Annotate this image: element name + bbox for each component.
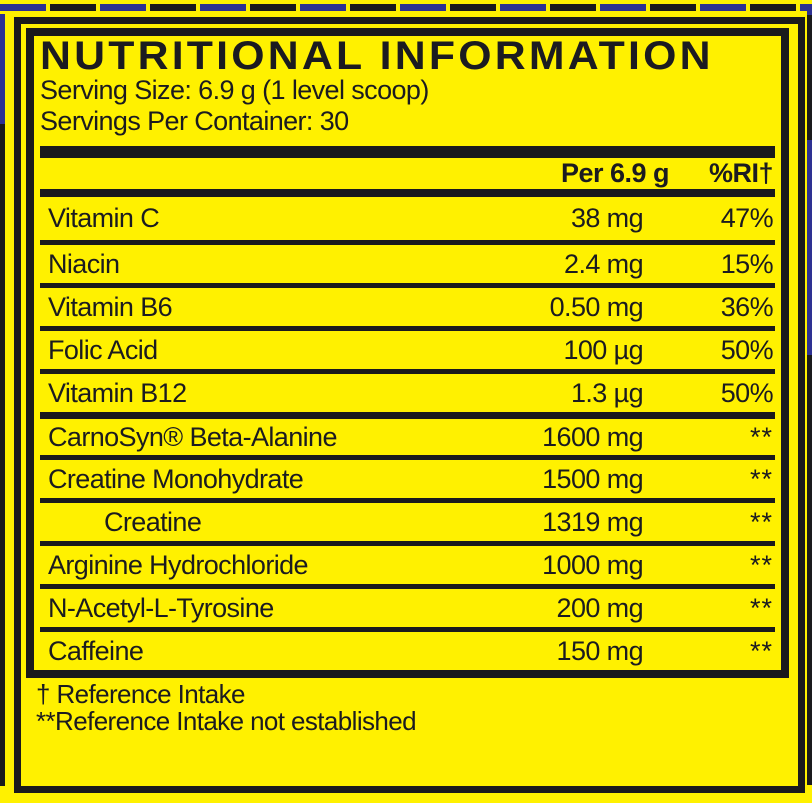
nutrient-ri-value: ** bbox=[749, 549, 773, 580]
nutrient-amount: 38 mg bbox=[570, 203, 644, 233]
nutrient-name: Folic Acid bbox=[48, 334, 158, 365]
footnotes: † Reference Intake **Reference Intake no… bbox=[26, 678, 789, 735]
nutrient-ri-value: 50% bbox=[720, 377, 774, 408]
footnote-reference-intake: † Reference Intake bbox=[36, 679, 246, 709]
nutrient-ri-value: ** bbox=[749, 592, 773, 623]
table-row: Folic Acid 100 µg 50% bbox=[40, 326, 775, 369]
serving-size: Serving Size: 6.9 g (1 level scoop) bbox=[40, 75, 429, 105]
header-amount-column: Per 6.9 g bbox=[560, 158, 670, 188]
nutrient-amount: 200 mg bbox=[556, 592, 644, 623]
dashed-edge-left bbox=[0, 14, 5, 786]
panel-title: NUTRITIONAL INFORMATION bbox=[40, 34, 714, 78]
nutrient-name: Caffeine bbox=[48, 635, 144, 666]
table-row: Arginine Hydrochloride 1000 mg ** bbox=[40, 541, 775, 584]
table-row: Vitamin B6 0.50 mg 36% bbox=[40, 283, 775, 326]
footnote-not-established: **Reference Intake not established bbox=[36, 706, 417, 736]
nutrient-ri-value: 15% bbox=[720, 248, 774, 279]
dashed-edge-top bbox=[0, 4, 812, 11]
outer-border bbox=[14, 17, 805, 793]
nutrient-name: Vitamin B6 bbox=[48, 291, 173, 322]
nutrient-amount: 1500 mg bbox=[542, 463, 643, 494]
nutrient-ri-value: ** bbox=[749, 506, 773, 537]
header-ri-column: %RI† bbox=[708, 158, 774, 188]
nutrient-ri-value: 47% bbox=[720, 203, 774, 233]
table-row: Creatine Monohydrate 1500 mg ** bbox=[40, 455, 775, 498]
nutrient-ri-value: 50% bbox=[720, 334, 774, 365]
nutrient-amount: 1000 mg bbox=[542, 549, 643, 580]
table-row: Vitamin B12 1.3 µg 50% bbox=[40, 369, 775, 412]
nutrient-ri-value: ** bbox=[749, 421, 773, 452]
table-row: Caffeine 150 mg ** bbox=[40, 627, 775, 670]
table-row: N-Acetyl-L-Tyrosine 200 mg ** bbox=[40, 584, 775, 627]
nutrient-name: Creatine bbox=[104, 506, 202, 537]
table-row: Vitamin C 38 mg 47% bbox=[40, 197, 775, 240]
nutrient-amount: 0.50 mg bbox=[549, 291, 644, 322]
nutrient-name: Vitamin C bbox=[48, 203, 160, 233]
table-header-row: Per 6.9 g %RI† bbox=[40, 158, 775, 197]
table-row: CarnoSyn® Beta-Alanine 1600 mg ** bbox=[40, 412, 775, 455]
nutrient-name: Arginine Hydrochloride bbox=[48, 549, 309, 580]
nutrition-panel: NUTRITIONAL INFORMATION Serving Size: 6.… bbox=[26, 28, 789, 678]
table-row: Creatine 1319 mg ** bbox=[40, 498, 775, 541]
nutrient-ri-value: 36% bbox=[720, 291, 774, 322]
nutrient-amount: 1.3 µg bbox=[570, 377, 644, 408]
nutrient-name: N-Acetyl-L-Tyrosine bbox=[48, 592, 274, 623]
servings-per-container: Servings Per Container: 30 bbox=[40, 106, 349, 136]
separator-thick-bar bbox=[40, 146, 775, 158]
nutrient-amount: 1319 mg bbox=[542, 506, 643, 537]
dashed-edge-right bbox=[807, 5, 812, 785]
nutrient-name: Creatine Monohydrate bbox=[48, 463, 304, 494]
nutrient-amount: 2.4 mg bbox=[564, 248, 644, 279]
nutrient-amount: 1600 mg bbox=[542, 421, 643, 452]
nutrient-ri-value: ** bbox=[749, 635, 773, 666]
nutrient-amount: 100 µg bbox=[563, 334, 643, 365]
table-row: Niacin 2.4 mg 15% bbox=[40, 240, 775, 283]
nutrient-amount: 150 mg bbox=[556, 635, 644, 666]
nutrient-name: Vitamin B12 bbox=[48, 377, 187, 408]
label-content: NUTRITIONAL INFORMATION Serving Size: 6.… bbox=[26, 28, 789, 735]
nutrient-table: Vitamin C 38 mg 47% Niacin 2.4 mg 15% Vi… bbox=[40, 197, 775, 670]
nutrient-name: CarnoSyn® Beta-Alanine bbox=[48, 421, 337, 452]
nutrient-name: Niacin bbox=[48, 248, 120, 279]
nutrient-ri-value: ** bbox=[749, 463, 773, 494]
